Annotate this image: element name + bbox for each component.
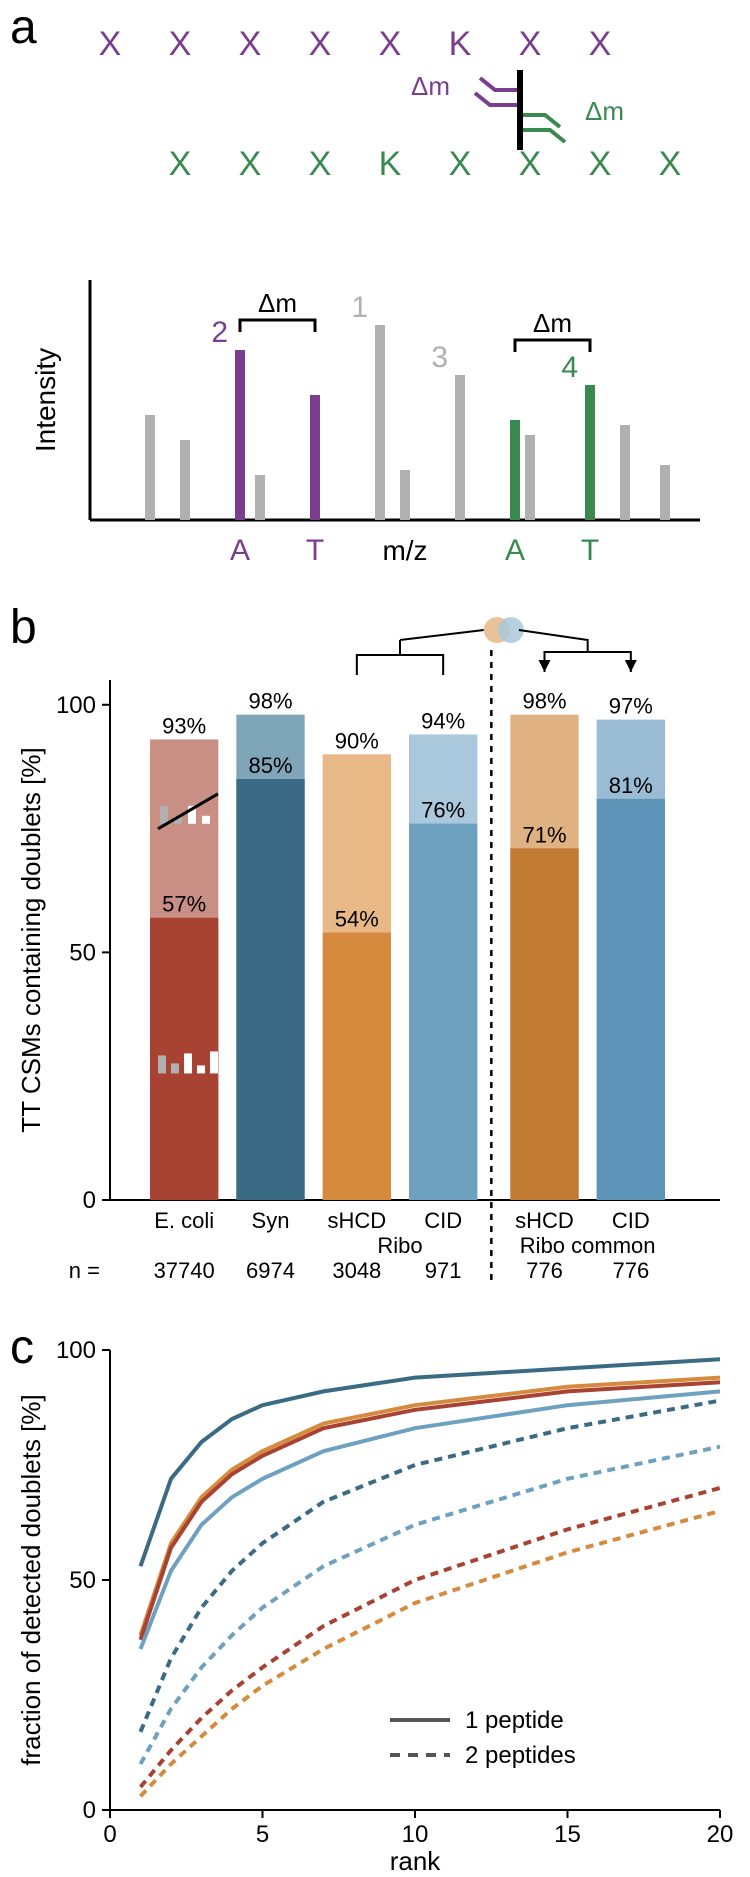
svg-text:0: 0 bbox=[83, 1797, 96, 1824]
svg-text:57%: 57% bbox=[162, 892, 206, 917]
svg-text:T: T bbox=[306, 534, 324, 567]
svg-text:CID: CID bbox=[612, 1208, 650, 1233]
svg-text:2 peptides: 2 peptides bbox=[465, 1742, 576, 1769]
svg-text:93%: 93% bbox=[162, 713, 206, 738]
svg-text:4: 4 bbox=[561, 351, 578, 384]
svg-text:TT CSMs containing doublets [%: TT CSMs containing doublets [%] bbox=[16, 747, 46, 1132]
svg-text:CID: CID bbox=[424, 1208, 462, 1233]
svg-text:50: 50 bbox=[69, 939, 96, 966]
panel-c-svg: 0 50 100 0 5 10 15 20 fraction of detected doubl… bbox=[0, 1320, 750, 1877]
svg-text:76%: 76% bbox=[421, 798, 465, 823]
svg-text:54%: 54% bbox=[335, 907, 379, 932]
svg-text:X: X bbox=[169, 25, 192, 63]
svg-text:rank: rank bbox=[390, 1846, 442, 1876]
svg-text:85%: 85% bbox=[248, 753, 292, 778]
svg-text:X: X bbox=[239, 25, 262, 63]
svg-text:5: 5 bbox=[256, 1821, 269, 1848]
svg-text:A: A bbox=[230, 534, 250, 567]
svg-text:971: 971 bbox=[425, 1258, 462, 1283]
svg-text:X: X bbox=[589, 25, 612, 63]
svg-text:T: T bbox=[581, 534, 599, 567]
panel-a-svg: X X X X X K X X X X X K X X X X Δm Δm Intensity m/z 2 A T 1 3 A 4 T… bbox=[0, 0, 750, 600]
panel-b-label: b bbox=[10, 600, 37, 655]
svg-text:15: 15 bbox=[554, 1821, 581, 1848]
svg-text:sHCD: sHCD bbox=[327, 1208, 386, 1233]
panel-a: a X X X X X K X X X X X K X X X X Δm Δm Intensity m/z 2 A T 1 3 A… bbox=[0, 0, 750, 600]
svg-text:X: X bbox=[519, 145, 542, 183]
svg-text:90%: 90% bbox=[335, 728, 379, 753]
svg-text:Δm: Δm bbox=[533, 308, 572, 338]
svg-text:sHCD: sHCD bbox=[515, 1208, 574, 1233]
svg-text:X: X bbox=[659, 145, 682, 183]
svg-text:6974: 6974 bbox=[246, 1258, 295, 1283]
svg-text:0: 0 bbox=[83, 1187, 96, 1214]
panel-a-label: a bbox=[10, 0, 37, 55]
svg-text:776: 776 bbox=[612, 1258, 649, 1283]
svg-text:10: 10 bbox=[402, 1821, 429, 1848]
svg-text:3: 3 bbox=[431, 341, 448, 374]
svg-text:E. coli: E. coli bbox=[154, 1208, 214, 1233]
svg-text:Δm: Δm bbox=[258, 288, 297, 318]
panel-c: c 0 50 100 0 5 10 15 20 fraction of detected dou… bbox=[0, 1320, 750, 1877]
figure-container: a X X X X X K X X X X X K X X X X Δm Δm Intensity m/z 2 A T 1 3 A… bbox=[0, 0, 750, 1877]
svg-text:X: X bbox=[519, 25, 542, 63]
svg-text:2: 2 bbox=[211, 316, 228, 349]
svg-text:3048: 3048 bbox=[332, 1258, 381, 1283]
svg-text:Syn: Syn bbox=[252, 1208, 290, 1233]
svg-text:Ribo: Ribo bbox=[377, 1233, 422, 1258]
panel-b: b 0 50 100 TT CSMs containing doublets [%] 9… bbox=[0, 600, 750, 1320]
svg-text:97%: 97% bbox=[609, 694, 653, 719]
svg-text:Δm: Δm bbox=[585, 96, 624, 126]
svg-text:81%: 81% bbox=[609, 773, 653, 798]
svg-text:Δm: Δm bbox=[411, 71, 450, 101]
svg-text:A: A bbox=[505, 534, 525, 567]
svg-text:X: X bbox=[169, 145, 192, 183]
svg-text:X: X bbox=[309, 145, 332, 183]
svg-text:100: 100 bbox=[56, 692, 96, 719]
svg-text:20: 20 bbox=[707, 1821, 734, 1848]
svg-text:X: X bbox=[309, 25, 332, 63]
svg-text:50: 50 bbox=[69, 1567, 96, 1594]
svg-text:94%: 94% bbox=[421, 708, 465, 733]
svg-text:X: X bbox=[239, 145, 262, 183]
svg-text:100: 100 bbox=[56, 1337, 96, 1364]
svg-text:37740: 37740 bbox=[154, 1258, 215, 1283]
svg-text:98%: 98% bbox=[522, 689, 566, 714]
svg-text:K: K bbox=[379, 145, 402, 183]
svg-text:K: K bbox=[449, 25, 472, 63]
svg-text:X: X bbox=[449, 145, 472, 183]
panel-c-label: c bbox=[10, 1320, 34, 1375]
svg-text:Intensity: Intensity bbox=[30, 348, 61, 452]
svg-text:98%: 98% bbox=[248, 689, 292, 714]
svg-text:fraction of detected doublets: fraction of detected doublets [%] bbox=[16, 1394, 46, 1765]
svg-text:X: X bbox=[99, 25, 122, 63]
svg-text:776: 776 bbox=[526, 1258, 563, 1283]
svg-text:n =: n = bbox=[69, 1258, 100, 1283]
svg-text:1 peptide: 1 peptide bbox=[465, 1707, 564, 1734]
svg-text:0: 0 bbox=[103, 1821, 116, 1848]
svg-text:Ribo common: Ribo common bbox=[520, 1233, 656, 1258]
panel-b-svg: 0 50 100 TT CSMs containing doublets [%] 93%… bbox=[0, 600, 750, 1320]
svg-text:m/z: m/z bbox=[382, 535, 427, 566]
svg-text:71%: 71% bbox=[522, 822, 566, 847]
svg-text:X: X bbox=[379, 25, 402, 63]
svg-text:X: X bbox=[589, 145, 612, 183]
svg-text:1: 1 bbox=[351, 291, 368, 324]
